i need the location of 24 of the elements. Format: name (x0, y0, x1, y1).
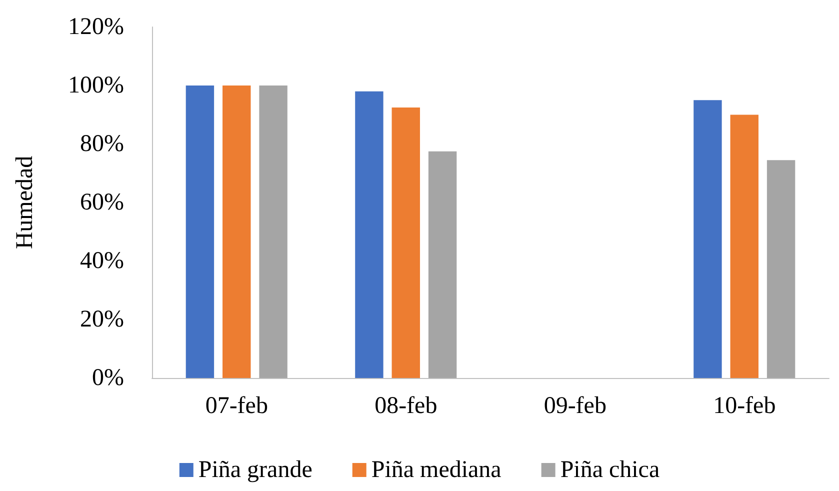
y-tick-label: 60% (80, 190, 124, 216)
y-tick-label: 120% (68, 14, 124, 40)
legend-label: Piña chica (560, 457, 660, 483)
x-tick-label: 09-feb (544, 393, 606, 419)
bar (428, 151, 457, 378)
x-tick-label: 07-feb (205, 393, 268, 419)
x-tick-label: 10-feb (713, 393, 776, 419)
bar (222, 86, 251, 378)
legend-label: Piña grande (198, 457, 312, 483)
y-tick-label: 40% (80, 248, 124, 274)
bar (259, 86, 288, 378)
bar (766, 160, 796, 378)
bar (186, 86, 214, 378)
y-axis-title: Humedad (12, 156, 38, 250)
legend-label: Piña mediana (371, 457, 502, 483)
y-tick-label: 0% (92, 365, 124, 391)
y-tick-label: 100% (68, 72, 124, 98)
bar (730, 114, 758, 378)
x-tick-label: 08-feb (374, 393, 438, 419)
y-tick-label: 20% (80, 306, 124, 332)
bar (694, 100, 722, 378)
bar (355, 91, 384, 378)
y-tick-label: 80% (80, 131, 124, 157)
bar (392, 107, 420, 378)
